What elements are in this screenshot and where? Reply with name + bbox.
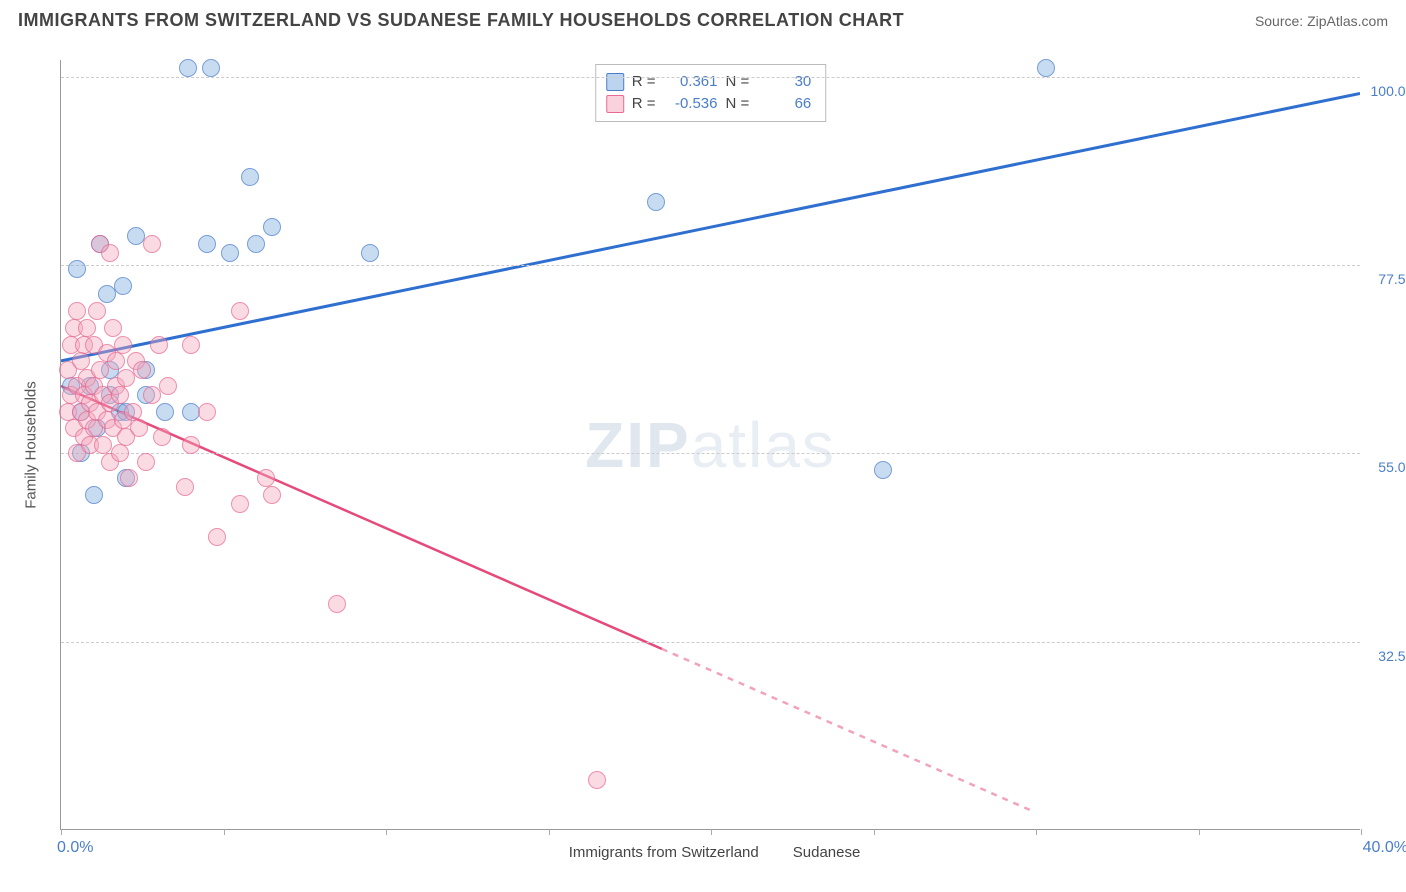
data-point-switzerland bbox=[221, 244, 239, 262]
x-axis-tick bbox=[61, 829, 62, 835]
data-point-sudanese bbox=[182, 336, 200, 354]
watermark: ZIPatlas bbox=[585, 408, 836, 482]
x-axis-tick bbox=[1199, 829, 1200, 835]
data-point-switzerland bbox=[127, 227, 145, 245]
chart-source: Source: ZipAtlas.com bbox=[1255, 13, 1388, 29]
data-point-sudanese bbox=[143, 235, 161, 253]
data-point-sudanese bbox=[107, 352, 125, 370]
data-point-sudanese bbox=[114, 336, 132, 354]
y-axis-label: 100.0% bbox=[1371, 83, 1406, 99]
data-point-sudanese bbox=[91, 361, 109, 379]
data-point-switzerland bbox=[156, 403, 174, 421]
data-point-sudanese bbox=[101, 244, 119, 262]
x-axis-tick bbox=[874, 829, 875, 835]
data-point-sudanese bbox=[231, 302, 249, 320]
data-point-sudanese bbox=[88, 302, 106, 320]
data-point-sudanese bbox=[124, 403, 142, 421]
data-point-sudanese bbox=[150, 336, 168, 354]
data-point-sudanese bbox=[104, 319, 122, 337]
data-point-sudanese bbox=[130, 419, 148, 437]
x-axis-tick bbox=[1361, 829, 1362, 835]
data-point-sudanese bbox=[117, 369, 135, 387]
x-axis-min-label: 0.0% bbox=[57, 839, 93, 857]
data-point-switzerland bbox=[202, 59, 220, 77]
x-axis-tick bbox=[1036, 829, 1037, 835]
data-point-switzerland bbox=[114, 277, 132, 295]
data-point-switzerland bbox=[241, 168, 259, 186]
data-point-switzerland bbox=[1037, 59, 1055, 77]
gridline bbox=[61, 453, 1360, 454]
data-point-switzerland bbox=[263, 218, 281, 236]
data-point-sudanese bbox=[328, 595, 346, 613]
gridline bbox=[61, 642, 1360, 643]
data-point-switzerland bbox=[247, 235, 265, 253]
gridline bbox=[61, 77, 1360, 78]
source-link[interactable]: ZipAtlas.com bbox=[1307, 13, 1388, 29]
data-point-switzerland bbox=[361, 244, 379, 262]
data-point-sudanese bbox=[111, 386, 129, 404]
gridline bbox=[61, 265, 1360, 266]
data-point-sudanese bbox=[120, 469, 138, 487]
series-legend: Immigrants from Switzerland Sudanese bbox=[561, 844, 861, 861]
data-point-sudanese bbox=[231, 495, 249, 513]
data-point-switzerland bbox=[647, 193, 665, 211]
data-point-sudanese bbox=[159, 377, 177, 395]
y-axis-label: 55.0% bbox=[1378, 459, 1406, 475]
data-point-sudanese bbox=[143, 386, 161, 404]
data-point-sudanese bbox=[72, 352, 90, 370]
data-point-sudanese bbox=[182, 436, 200, 454]
data-point-switzerland bbox=[198, 235, 216, 253]
x-axis-tick bbox=[386, 829, 387, 835]
data-point-sudanese bbox=[68, 302, 86, 320]
swatch-pink bbox=[606, 95, 624, 113]
data-point-sudanese bbox=[78, 319, 96, 337]
data-point-sudanese bbox=[263, 486, 281, 504]
data-point-sudanese bbox=[176, 478, 194, 496]
x-axis-tick bbox=[711, 829, 712, 835]
data-point-sudanese bbox=[257, 469, 275, 487]
x-axis-max-label: 40.0% bbox=[1363, 839, 1406, 857]
data-point-switzerland bbox=[179, 59, 197, 77]
chart-container: ZIPatlas Family Households R = 0.361 N =… bbox=[50, 48, 1390, 868]
chart-title: IMMIGRANTS FROM SWITZERLAND VS SUDANESE … bbox=[18, 10, 904, 31]
data-point-sudanese bbox=[133, 361, 151, 379]
data-point-sudanese bbox=[198, 403, 216, 421]
data-point-sudanese bbox=[137, 453, 155, 471]
data-point-sudanese bbox=[208, 528, 226, 546]
x-axis-tick bbox=[224, 829, 225, 835]
data-point-switzerland bbox=[874, 461, 892, 479]
y-axis-title: Family Households bbox=[23, 381, 40, 509]
chart-header: IMMIGRANTS FROM SWITZERLAND VS SUDANESE … bbox=[0, 0, 1406, 39]
correlation-legend: R = 0.361 N = 30 R = -0.536 N = 66 bbox=[595, 64, 827, 122]
legend-row-blue: R = 0.361 N = 30 bbox=[606, 71, 812, 93]
y-axis-label: 32.5% bbox=[1378, 648, 1406, 664]
legend-item-switzerland: Immigrants from Switzerland bbox=[561, 844, 759, 861]
data-point-switzerland bbox=[85, 486, 103, 504]
legend-item-sudanese: Sudanese bbox=[785, 844, 861, 861]
data-point-sudanese bbox=[111, 444, 129, 462]
y-axis-label: 77.5% bbox=[1378, 271, 1406, 287]
x-axis-tick bbox=[549, 829, 550, 835]
legend-row-pink: R = -0.536 N = 66 bbox=[606, 93, 812, 115]
data-point-sudanese bbox=[588, 771, 606, 789]
swatch-blue bbox=[606, 73, 624, 91]
data-point-sudanese bbox=[153, 428, 171, 446]
data-point-switzerland bbox=[98, 285, 116, 303]
data-point-sudanese bbox=[94, 436, 112, 454]
data-point-switzerland bbox=[68, 260, 86, 278]
plot-area: ZIPatlas Family Households R = 0.361 N =… bbox=[60, 60, 1360, 830]
